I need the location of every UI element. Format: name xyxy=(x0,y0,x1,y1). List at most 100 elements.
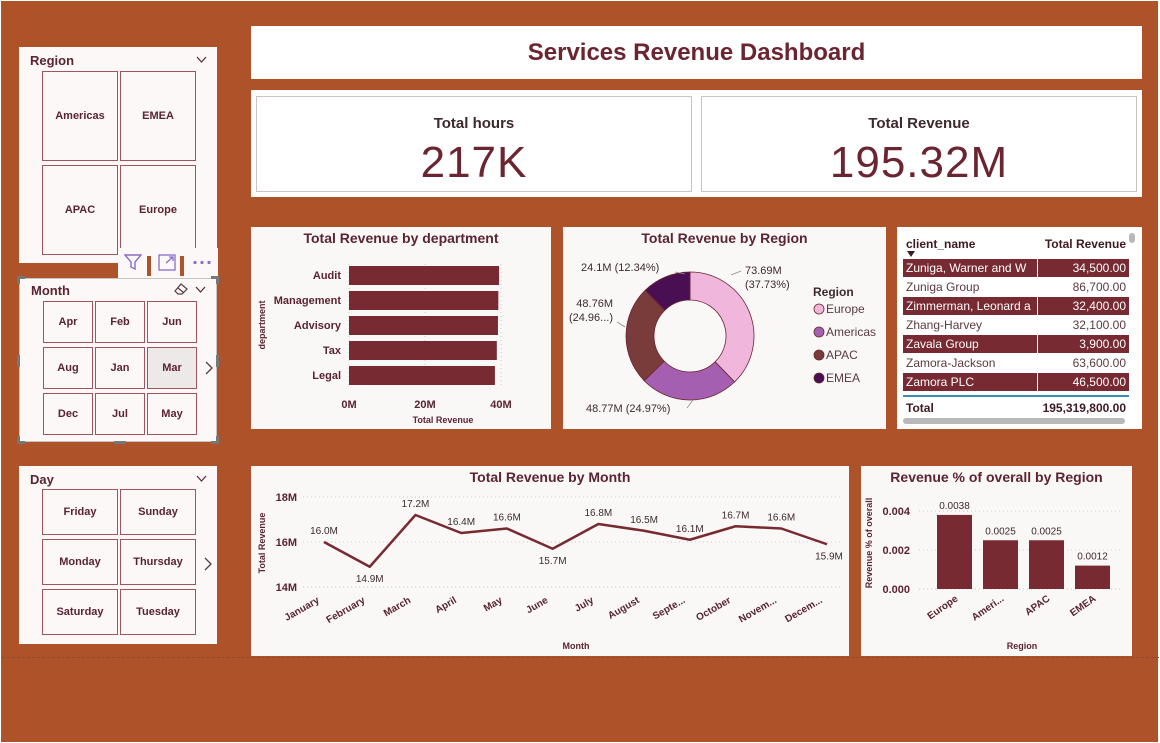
dashboard-title: Services Revenue Dashboard xyxy=(527,38,866,66)
kpi-hours-value: 217K xyxy=(420,138,528,187)
y-tick-label: Tax xyxy=(323,345,342,357)
day-slicer[interactable]: Day Friday Sunday Monday Thursday Saturday Tu… xyxy=(19,466,217,644)
chevron-right-icon[interactable] xyxy=(203,557,213,571)
month-tile-dec[interactable]: Dec xyxy=(43,393,93,435)
bar-legal xyxy=(349,366,495,385)
x-tick-label: October xyxy=(694,595,733,624)
month-tile-may[interactable]: May xyxy=(147,393,197,435)
kpi-total-hours[interactable]: Total hours 217K xyxy=(256,96,692,192)
data-label: 17.2M xyxy=(402,499,430,510)
resize-handle[interactable] xyxy=(17,436,25,444)
resize-handle[interactable] xyxy=(17,276,25,284)
x-tick-label: June xyxy=(524,595,550,616)
resize-handle[interactable] xyxy=(216,355,219,367)
more-options-icon[interactable] xyxy=(192,260,212,265)
bar-europe xyxy=(937,514,972,589)
kpi-total-revenue[interactable]: Total Revenue 195.32M xyxy=(701,96,1137,192)
table-row[interactable]: Zhang-Harvey 32,100.00 xyxy=(903,316,1129,334)
table-row[interactable]: Zamora-Jackson 63,600.00 xyxy=(903,354,1129,372)
region-tile-europe[interactable]: Europe xyxy=(120,165,196,255)
x-tick-label: Ameri... xyxy=(970,593,1007,623)
table-row[interactable]: Zuniga, Warner and W 34,500.00 xyxy=(903,259,1129,277)
table-row[interactable]: Zuniga Group 86,700.00 xyxy=(903,278,1129,296)
region-slicer[interactable]: Region Americas EMEA APAC Europe xyxy=(19,47,217,263)
slice-europe xyxy=(689,271,755,383)
region-donut-card[interactable]: Total Revenue by Region 73.69M (37.73%) 48… xyxy=(563,227,886,429)
month-tile-feb[interactable]: Feb xyxy=(95,301,145,343)
sort-descending-icon[interactable] xyxy=(907,251,915,257)
x-tick-label: 0M xyxy=(341,399,356,411)
day-tile-monday[interactable]: Monday xyxy=(42,539,118,585)
eraser-icon[interactable] xyxy=(173,282,189,296)
leader-line xyxy=(730,270,742,276)
day-tile-thursday[interactable]: Thursday xyxy=(120,539,196,585)
resize-handle[interactable] xyxy=(114,441,126,444)
y-tick-label: 14M xyxy=(276,582,297,594)
month-tile-apr[interactable]: Apr xyxy=(43,301,93,343)
page-divider xyxy=(2,657,1159,658)
y-tick-label: 0.000 xyxy=(882,584,910,596)
header-client-name[interactable]: client_name xyxy=(906,237,976,251)
resize-handle[interactable] xyxy=(211,436,219,444)
x-axis-label: Total Revenue xyxy=(413,415,474,425)
cell-total-revenue: 46,500.00 xyxy=(1072,375,1126,389)
table-row[interactable]: Zimmerman, Leonard a 32,400.00 xyxy=(903,297,1129,315)
slice-label-europe: (37.73%) xyxy=(745,279,790,291)
kpi-container: Total hours 217K Total Revenue 195.32M xyxy=(251,90,1142,197)
month-line-chart: 14M 16M 18M 16.0M January 14.9M February 17.2M M… xyxy=(257,492,843,651)
table-row[interactable]: Zavala Group 3,900.00 xyxy=(903,335,1129,353)
cell-total-revenue: 3,900.00 xyxy=(1079,337,1126,351)
table-header: client_name Total Revenue xyxy=(903,236,1129,260)
department-chart-card[interactable]: Total Revenue by department 0M 20M 40M Audi… xyxy=(251,227,551,429)
focus-mode-icon[interactable] xyxy=(158,254,176,271)
slice-label-apac: 48.76M xyxy=(576,298,613,310)
x-tick-label: May xyxy=(482,595,505,614)
cell-client-name: Zimmerman, Leonard a xyxy=(906,299,1031,313)
month-tile-jun[interactable]: Jun xyxy=(147,301,197,343)
header-total-revenue[interactable]: Total Revenue xyxy=(1044,237,1126,251)
cell-client-name: Zuniga Group xyxy=(906,280,980,294)
region-tile-americas[interactable]: Americas xyxy=(42,71,118,161)
filter-icon[interactable] xyxy=(124,254,142,271)
region-tile-emea[interactable]: EMEA xyxy=(120,71,196,161)
data-label: 0.0038 xyxy=(939,501,970,512)
resize-handle[interactable] xyxy=(211,276,219,284)
day-tile-saturday[interactable]: Saturday xyxy=(42,589,118,635)
legend-marker-emea xyxy=(813,372,825,384)
data-label: 16.7M xyxy=(722,510,750,521)
day-tile-friday[interactable]: Friday xyxy=(42,489,118,535)
region-pct-title: Revenue % of overall by Region xyxy=(890,469,1103,485)
cell-client-name: Zamora PLC xyxy=(906,375,975,389)
legend-item-europe: Europe xyxy=(826,302,865,316)
day-tile-sunday[interactable]: Sunday xyxy=(120,489,196,535)
slice-emea xyxy=(644,271,691,311)
month-tile-aug[interactable]: Aug xyxy=(43,347,93,389)
kpi-hours-label: Total hours xyxy=(433,115,515,132)
day-tile-tuesday[interactable]: Tuesday xyxy=(120,589,196,635)
month-tile-jan[interactable]: Jan xyxy=(95,347,145,389)
vertical-scrollbar[interactable] xyxy=(1129,233,1135,243)
chevron-down-icon[interactable] xyxy=(196,54,207,65)
data-label: 16.1M xyxy=(676,524,704,535)
total-label: Total xyxy=(906,401,934,415)
month-line-card[interactable]: Total Revenue by Month 14M 16M 18M 16.0M Jan… xyxy=(251,466,849,656)
x-axis-label: Month xyxy=(563,641,590,651)
region-pct-card[interactable]: Revenue % of overall by Region 0.000 0.00… xyxy=(861,466,1132,656)
bar-advisory xyxy=(349,316,498,335)
month-tile-mar[interactable]: Mar xyxy=(147,347,197,389)
bar-management xyxy=(349,291,499,310)
chevron-down-icon[interactable] xyxy=(196,473,207,484)
chevron-right-icon[interactable] xyxy=(204,361,214,375)
x-tick-label: Europe xyxy=(926,593,961,622)
table-row[interactable]: Zamora PLC 46,500.00 xyxy=(903,373,1129,391)
month-slicer[interactable]: Month Apr Feb Jun Aug Jan Mar Dec Jul May xyxy=(17,276,219,444)
resize-handle[interactable] xyxy=(17,355,20,367)
chevron-down-icon[interactable] xyxy=(195,284,206,295)
bar-ameri xyxy=(983,540,1018,589)
client-revenue-table[interactable]: client_name Total Revenue Zuniga, Warner… xyxy=(897,227,1142,429)
horizontal-scrollbar[interactable] xyxy=(903,418,1125,424)
region-tile-apac[interactable]: APAC xyxy=(42,165,118,255)
x-tick-label: January xyxy=(283,595,322,624)
month-tile-jul[interactable]: Jul xyxy=(95,393,145,435)
region-donut-title: Total Revenue by Region xyxy=(641,230,808,246)
